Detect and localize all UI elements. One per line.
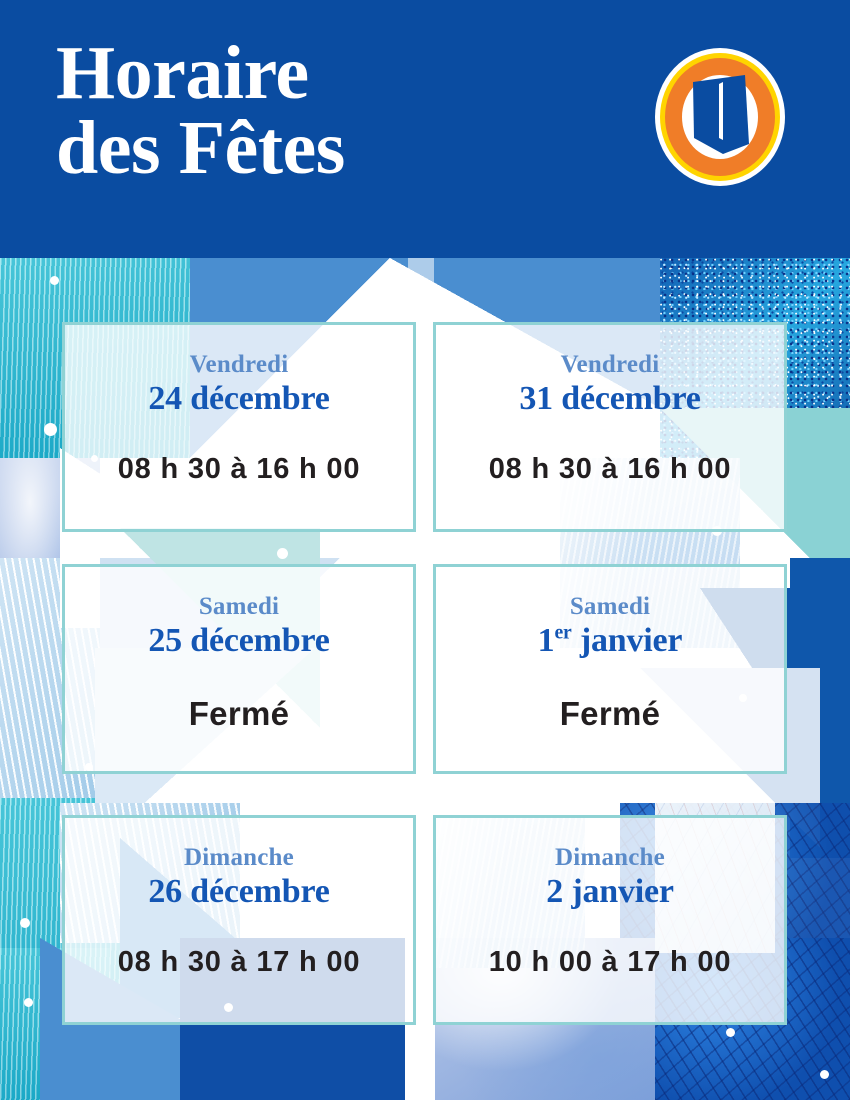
card-status-closed: Fermé (188, 695, 290, 732)
card-day-label: Vendredi (560, 351, 660, 378)
poster-header: Horaire des Fêtes (0, 0, 850, 258)
card-date-ordinal: er (554, 621, 572, 644)
bg-dot (726, 1028, 735, 1037)
card-hours-value: 08 h 30 à 16 h 00 (488, 453, 732, 485)
card-date-month: janvier (571, 622, 683, 659)
card-date-label: 26 décembre (148, 873, 330, 910)
schedule-card-1er-janvier: Samedi 1er janvier Fermé (433, 564, 787, 774)
universite-u-logo (653, 46, 787, 188)
card-date-label: 2 janvier (546, 873, 674, 910)
schedule-card-24-decembre: Vendredi 24 décembre 08 h 30 à 16 h 00 (62, 322, 416, 532)
schedule-card-26-decembre: Dimanche 26 décembre 08 h 30 à 17 h 00 (62, 815, 416, 1025)
card-date-number: 1 (537, 622, 555, 659)
card-day-label: Dimanche (555, 844, 665, 871)
card-day-label: Samedi (569, 593, 651, 620)
schedule-card-31-decembre: Vendredi 31 décembre 08 h 30 à 16 h 00 (433, 322, 787, 532)
bg-dot (820, 1070, 829, 1079)
card-date-label: 25 décembre (148, 622, 330, 659)
bg-dot (24, 998, 33, 1007)
bg-dot (44, 423, 57, 436)
bg-dot (20, 918, 30, 928)
schedule-card-2-janvier: Dimanche 2 janvier 10 h 00 à 17 h 00 (433, 815, 787, 1025)
card-day-label: Vendredi (189, 351, 289, 378)
card-hours-value: 08 h 30 à 17 h 00 (117, 946, 361, 978)
card-status-closed: Fermé (559, 695, 661, 732)
bg-dot (50, 276, 59, 285)
card-day-label: Dimanche (184, 844, 294, 871)
page-title: Horaire des Fêtes (56, 31, 345, 191)
card-date-label: 31 décembre (519, 380, 701, 417)
card-hours-value: 10 h 00 à 17 h 00 (488, 946, 732, 978)
card-date-label: 1er janvier (538, 623, 683, 659)
schedule-card-25-decembre: Samedi 25 décembre Fermé (62, 564, 416, 774)
card-hours-value: 08 h 30 à 16 h 00 (117, 453, 361, 485)
card-day-label: Samedi (198, 593, 280, 620)
bg-dot (277, 548, 288, 559)
card-date-label: 24 décembre (148, 380, 330, 417)
